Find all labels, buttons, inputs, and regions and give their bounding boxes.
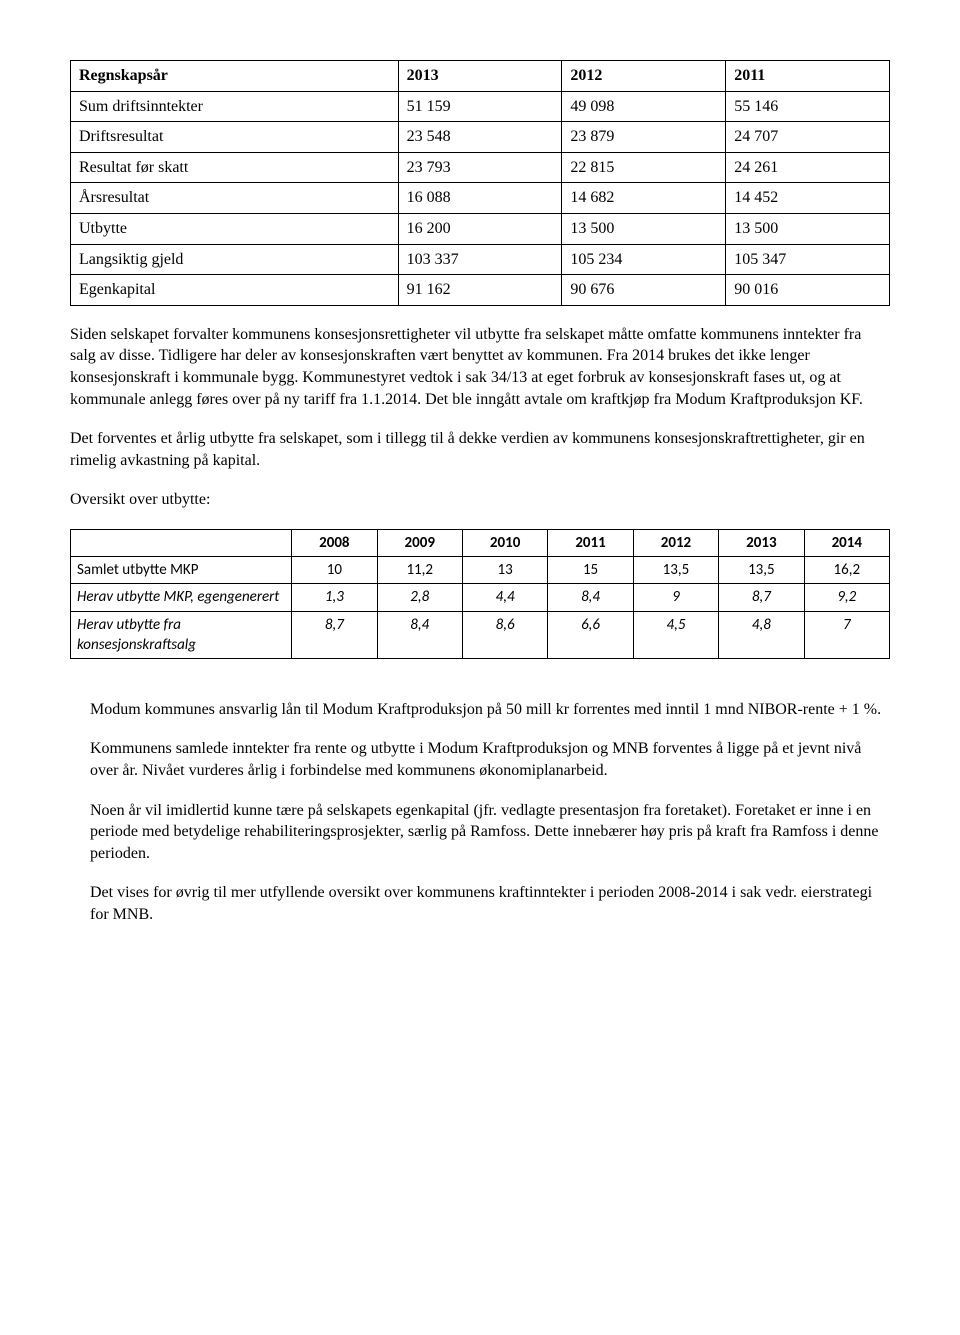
cell: 90 676 (562, 275, 726, 306)
table-row: Herav utbytte MKP, egengenerert 1,3 2,8 … (71, 584, 890, 611)
col-header: 2009 (377, 529, 462, 556)
body-paragraph: Det vises for øvrig til mer utfyllende o… (90, 882, 890, 925)
cell: 14 452 (726, 183, 890, 214)
dividend-table: 2008 2009 2010 2011 2012 2013 2014 Samle… (70, 529, 890, 659)
col-header: 2008 (292, 529, 377, 556)
cell: 16 088 (398, 183, 562, 214)
body-paragraph: Oversikt over utbytte: (70, 489, 890, 511)
cell: 13 500 (562, 213, 726, 244)
body-paragraph: Noen år vil imidlertid kunne tære på sel… (90, 800, 890, 865)
cell: 2,8 (377, 584, 462, 611)
row-label: Egenkapital (71, 275, 399, 306)
cell: 13,5 (633, 557, 718, 584)
cell: 24 707 (726, 122, 890, 153)
col-header: 2012 (633, 529, 718, 556)
table-header-row: 2008 2009 2010 2011 2012 2013 2014 (71, 529, 890, 556)
col-header: 2011 (726, 61, 890, 92)
table-row: Utbytte 16 200 13 500 13 500 (71, 213, 890, 244)
cell: 15 (548, 557, 633, 584)
body-paragraph: Siden selskapet forvalter kommunens kons… (70, 324, 890, 410)
indented-block: Modum kommunes ansvarlig lån til Modum K… (70, 699, 890, 926)
cell: 10 (292, 557, 377, 584)
cell: 51 159 (398, 91, 562, 122)
cell: 9,2 (804, 584, 889, 611)
col-header: 2010 (462, 529, 547, 556)
row-label: Årsresultat (71, 183, 399, 214)
cell: 6,6 (548, 611, 633, 659)
cell: 13,5 (719, 557, 804, 584)
cell: 9 (633, 584, 718, 611)
financial-table: Regnskapsår 2013 2012 2011 Sum driftsinn… (70, 60, 890, 306)
row-label: Herav utbytte fra konsesjonskraftsalg (71, 611, 292, 659)
cell: 23 793 (398, 152, 562, 183)
table-header-row: Regnskapsår 2013 2012 2011 (71, 61, 890, 92)
cell: 16,2 (804, 557, 889, 584)
table-row: Årsresultat 16 088 14 682 14 452 (71, 183, 890, 214)
cell: 13 (462, 557, 547, 584)
row-label: Resultat før skatt (71, 152, 399, 183)
col-header: 2012 (562, 61, 726, 92)
cell: 91 162 (398, 275, 562, 306)
cell: 4,5 (633, 611, 718, 659)
col-header: 2013 (398, 61, 562, 92)
cell: 7 (804, 611, 889, 659)
col-header: 2013 (719, 529, 804, 556)
cell: 11,2 (377, 557, 462, 584)
row-label: Herav utbytte MKP, egengenerert (71, 584, 292, 611)
cell: 8,7 (292, 611, 377, 659)
row-label: Langsiktig gjeld (71, 244, 399, 275)
cell: 4,8 (719, 611, 804, 659)
cell: 16 200 (398, 213, 562, 244)
table-row: Egenkapital 91 162 90 676 90 016 (71, 275, 890, 306)
table-row: Resultat før skatt 23 793 22 815 24 261 (71, 152, 890, 183)
cell: 8,6 (462, 611, 547, 659)
row-label: Utbytte (71, 213, 399, 244)
body-paragraph: Kommunens samlede inntekter fra rente og… (90, 738, 890, 781)
col-header (71, 529, 292, 556)
cell: 23 548 (398, 122, 562, 153)
cell: 1,3 (292, 584, 377, 611)
row-label: Driftsresultat (71, 122, 399, 153)
table-row: Sum driftsinntekter 51 159 49 098 55 146 (71, 91, 890, 122)
cell: 13 500 (726, 213, 890, 244)
cell: 23 879 (562, 122, 726, 153)
col-header: 2011 (548, 529, 633, 556)
cell: 103 337 (398, 244, 562, 275)
cell: 8,4 (377, 611, 462, 659)
cell: 105 234 (562, 244, 726, 275)
body-paragraph: Det forventes et årlig utbytte fra selsk… (70, 428, 890, 471)
row-label: Sum driftsinntekter (71, 91, 399, 122)
cell: 4,4 (462, 584, 547, 611)
cell: 90 016 (726, 275, 890, 306)
cell: 55 146 (726, 91, 890, 122)
cell: 105 347 (726, 244, 890, 275)
col-header: 2014 (804, 529, 889, 556)
table-row: Langsiktig gjeld 103 337 105 234 105 347 (71, 244, 890, 275)
table-row: Samlet utbytte MKP 10 11,2 13 15 13,5 13… (71, 557, 890, 584)
cell: 24 261 (726, 152, 890, 183)
cell: 22 815 (562, 152, 726, 183)
table-row: Driftsresultat 23 548 23 879 24 707 (71, 122, 890, 153)
cell: 8,7 (719, 584, 804, 611)
col-header: Regnskapsår (71, 61, 399, 92)
cell: 8,4 (548, 584, 633, 611)
row-label: Samlet utbytte MKP (71, 557, 292, 584)
body-paragraph: Modum kommunes ansvarlig lån til Modum K… (90, 699, 890, 721)
cell: 14 682 (562, 183, 726, 214)
table-row: Herav utbytte fra konsesjonskraftsalg 8,… (71, 611, 890, 659)
cell: 49 098 (562, 91, 726, 122)
